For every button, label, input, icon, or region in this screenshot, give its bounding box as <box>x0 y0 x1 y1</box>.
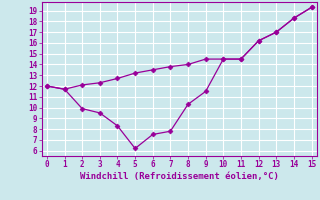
X-axis label: Windchill (Refroidissement éolien,°C): Windchill (Refroidissement éolien,°C) <box>80 172 279 181</box>
